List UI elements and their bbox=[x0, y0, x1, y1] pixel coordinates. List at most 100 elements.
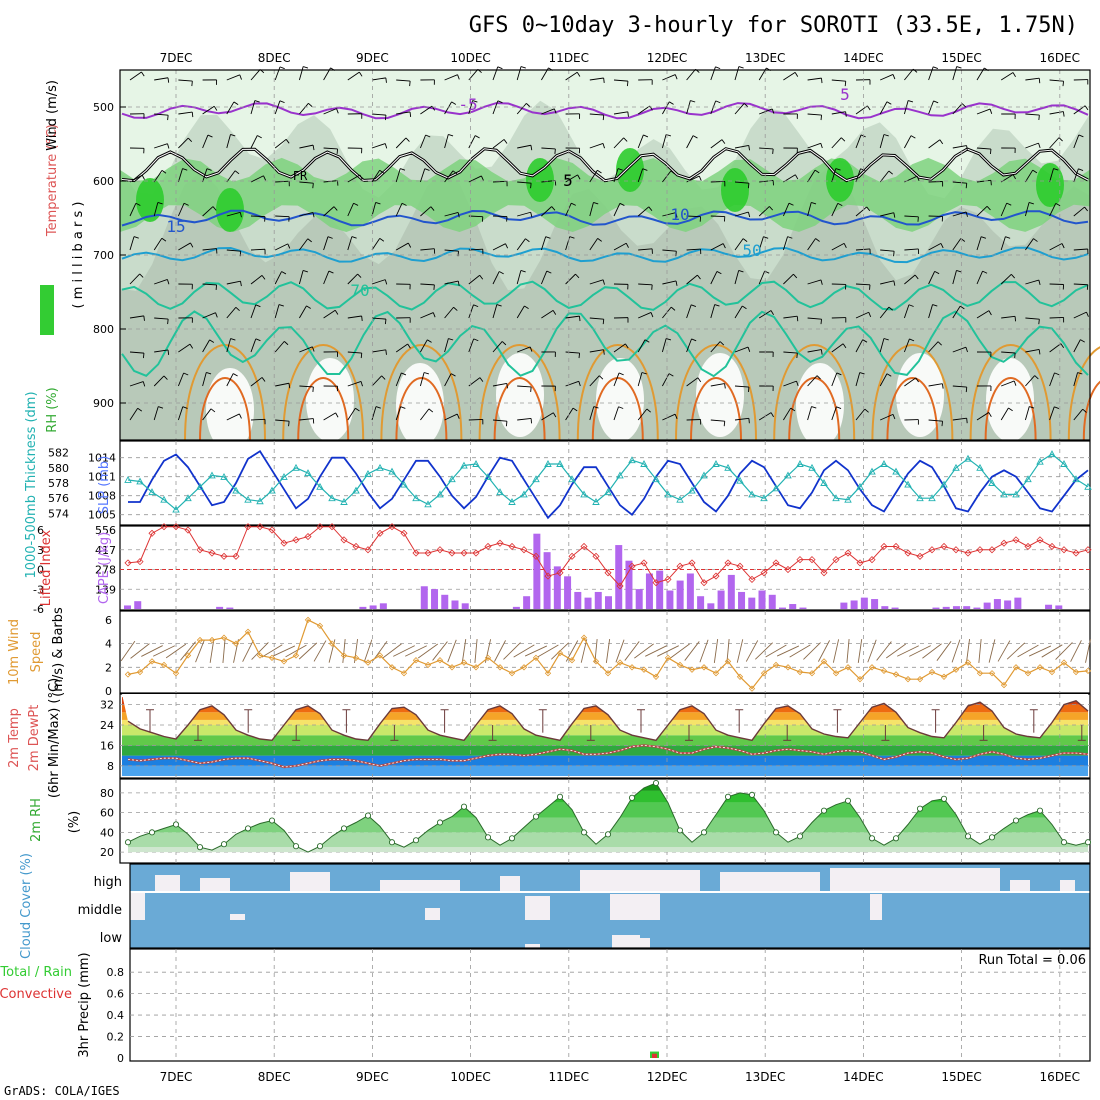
isotherm-25 bbox=[690, 376, 742, 441]
wind-barb bbox=[420, 312, 434, 319]
wind-barb bbox=[976, 310, 990, 319]
wind-barb bbox=[395, 203, 403, 217]
wind-barb bbox=[613, 168, 619, 183]
wind-speed-point bbox=[1024, 670, 1032, 677]
lifted-index-point bbox=[352, 542, 360, 551]
wind-barb bbox=[250, 418, 266, 421]
wind-barb bbox=[395, 242, 409, 251]
rh2m-panel: 20 40 60 80 2m RH (%) bbox=[29, 778, 1092, 864]
cape-bar bbox=[615, 545, 623, 609]
wind-speed-point bbox=[256, 652, 264, 659]
wind-barb bbox=[202, 168, 208, 183]
temp-ylabel-1: 2m Temp bbox=[7, 708, 22, 768]
thickness-point bbox=[124, 476, 132, 483]
wind-barb bbox=[250, 100, 256, 115]
svg-text:CAPE (J/kg): CAPE (J/kg) bbox=[97, 532, 112, 604]
thickness-point bbox=[1048, 450, 1056, 458]
wind-barb bbox=[637, 206, 650, 217]
rh-point bbox=[436, 819, 444, 826]
wind-barb-10m bbox=[195, 639, 205, 663]
wind-barb bbox=[492, 215, 508, 218]
wind-barb bbox=[783, 315, 798, 319]
wind-barb bbox=[879, 170, 890, 183]
wind-barb bbox=[517, 211, 531, 217]
wind-barb bbox=[1024, 202, 1030, 217]
rh-point bbox=[772, 829, 780, 836]
pressure-tick: 700 bbox=[93, 249, 114, 262]
wind-barb bbox=[613, 203, 621, 217]
rh-point bbox=[268, 817, 276, 824]
wind-barb bbox=[347, 380, 362, 387]
wind-barb bbox=[492, 100, 499, 115]
wind-barb bbox=[879, 373, 888, 387]
wind-barb bbox=[323, 108, 337, 115]
wind-barb-10m bbox=[951, 639, 961, 663]
wind-barb bbox=[1049, 343, 1062, 353]
cape-bar bbox=[1055, 605, 1063, 609]
thickness-point bbox=[856, 482, 864, 490]
wind-barb bbox=[226, 170, 236, 183]
wind-barb bbox=[371, 317, 386, 320]
wind-barb bbox=[1073, 408, 1084, 421]
isotherm-20 bbox=[282, 343, 365, 441]
lifted-index-point bbox=[904, 549, 912, 557]
wind-barb bbox=[226, 373, 234, 387]
cloud-clear-high bbox=[1010, 880, 1030, 892]
wind-barb bbox=[976, 412, 990, 421]
wind-barb bbox=[1000, 236, 1006, 251]
wind-speed-point bbox=[688, 666, 696, 673]
date-label-top: 11DEC bbox=[549, 51, 589, 65]
wind-speed-point bbox=[736, 673, 744, 680]
isotherm-line bbox=[121, 310, 1089, 378]
wind-barb bbox=[1049, 168, 1054, 183]
lifted-index-point bbox=[184, 526, 192, 534]
temp-tick: 32 bbox=[100, 699, 114, 712]
rh-point bbox=[604, 831, 612, 838]
thickness-point bbox=[568, 475, 576, 483]
wind-barb bbox=[1025, 238, 1034, 251]
lifted-index-point bbox=[160, 523, 168, 531]
cape-bar bbox=[635, 589, 643, 609]
wind-barb bbox=[444, 280, 459, 285]
wind-ylabel-3: (m/s) & Barbs bbox=[51, 607, 66, 697]
cloud-panel: high middle low Cloud Cover (%) bbox=[19, 853, 1091, 959]
wind-barb-10m bbox=[965, 639, 971, 663]
wind-barb bbox=[1025, 77, 1040, 81]
wind-speed-point bbox=[184, 652, 192, 659]
rh-point bbox=[1012, 817, 1020, 824]
wind-barb bbox=[1001, 315, 1016, 319]
wind-barb-10m bbox=[494, 640, 506, 662]
wind-tick: 2 bbox=[105, 661, 112, 674]
wind-barb-10m bbox=[251, 642, 269, 660]
wind-barb bbox=[637, 134, 644, 149]
wind-barb-10m bbox=[978, 639, 982, 663]
thickness-point bbox=[1060, 460, 1068, 467]
wind-barb bbox=[444, 170, 454, 183]
wind-barb bbox=[976, 270, 983, 285]
temp-ylabel-3: (6hr Min/Max) (°C) bbox=[47, 678, 62, 798]
chart-title: GFS 0~10day 3-hourly for SOROTI (33.5E, … bbox=[469, 13, 1078, 38]
cloud-clear-high bbox=[200, 878, 230, 892]
lifted-index-point bbox=[364, 546, 372, 554]
wind-barb-10m bbox=[789, 644, 811, 658]
wind-barb bbox=[250, 275, 263, 285]
precip-ylabel: 3hr Precip (mm) bbox=[77, 952, 92, 1057]
wind-barb-10m bbox=[298, 642, 318, 660]
thickness-point bbox=[892, 467, 900, 475]
wind-barb bbox=[153, 406, 159, 421]
precip-tick: 0.2 bbox=[107, 1031, 125, 1044]
wind-barb bbox=[202, 312, 216, 319]
wind-barb bbox=[177, 406, 184, 421]
lifted-index-point bbox=[388, 523, 396, 531]
wind-barb-10m bbox=[313, 640, 327, 662]
cape-bar bbox=[226, 607, 234, 609]
profile-ylabel-inner: ( m i l l i b a r s ) bbox=[71, 202, 86, 309]
wind-barb bbox=[1049, 137, 1060, 149]
wind-speed-point bbox=[856, 675, 864, 683]
wind-barb bbox=[178, 242, 191, 251]
lifted-index-point bbox=[172, 523, 180, 531]
wind-barb bbox=[347, 236, 353, 251]
wind-barb bbox=[952, 66, 958, 81]
wind-barb-10m bbox=[776, 645, 800, 657]
temp-band bbox=[122, 712, 1088, 720]
